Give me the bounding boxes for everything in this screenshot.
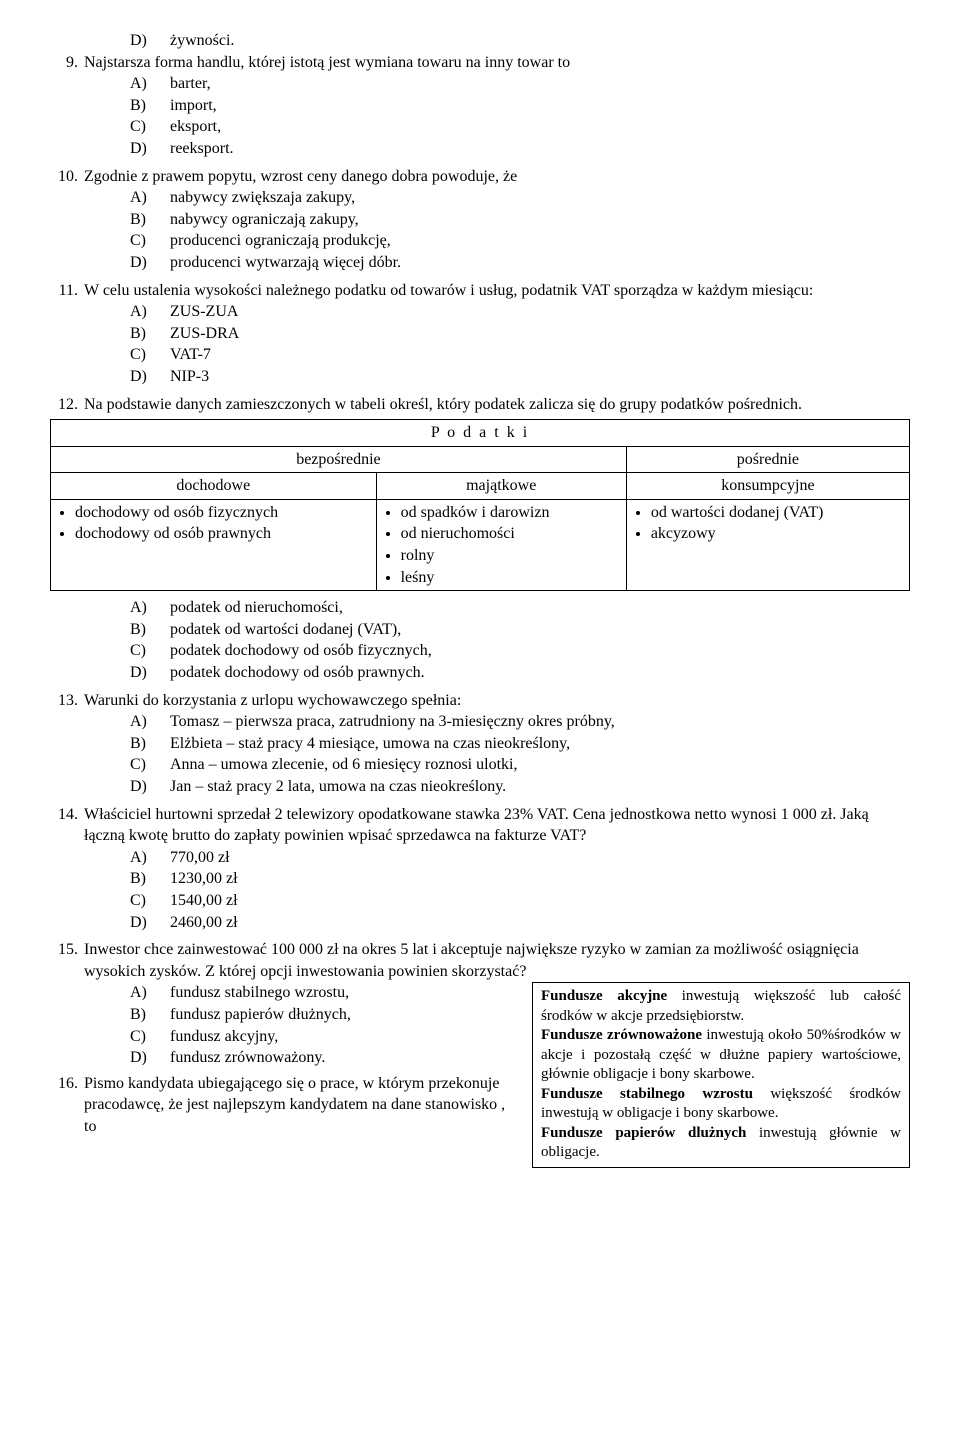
question-text: Zgodnie z prawem popytu, wzrost ceny dan…	[84, 166, 910, 188]
question-text: Właściciel hurtowni sprzedał 2 telewizor…	[84, 804, 910, 847]
option-d: D)podatek dochodowy od osób prawnych.	[130, 662, 910, 684]
question-number: 16.	[50, 1073, 84, 1138]
cell-income: dochodowy od osób fizycznych dochodowy o…	[51, 499, 377, 590]
option-b: B)podatek od wartości dodanej (VAT),	[130, 619, 910, 641]
option-c: C)Anna – umowa zlecenie, od 6 miesięcy r…	[130, 754, 910, 776]
option-a: A)ZUS-ZUA	[130, 301, 910, 323]
question-12: 12. Na podstawie danych zamieszczonych w…	[50, 394, 910, 684]
question-text: W celu ustalenia wysokości należnego pod…	[84, 280, 910, 302]
option-d: D)NIP-3	[130, 366, 910, 388]
question-text: Warunki do korzystania z urlopu wychowaw…	[84, 690, 910, 712]
option-text: żywności.	[170, 30, 910, 52]
option-b: B)Elżbieta – staż pracy 4 miesiące, umow…	[130, 733, 910, 755]
option-d: D)reeksport.	[130, 138, 910, 160]
option-d: D)fundusz zrównoważony.	[130, 1047, 516, 1069]
question-number: 10.	[50, 166, 84, 188]
col-income: dochodowe	[51, 473, 377, 500]
question-16: 16. Pismo kandydata ubiegającego się o p…	[50, 1073, 516, 1138]
option-b: B)import,	[130, 95, 910, 117]
option-a: A)fundusz stabilnego wzrostu,	[130, 982, 516, 1004]
option-a: A)nabywcy zwiększaja zakupy,	[130, 187, 910, 209]
option-c: C)eksport,	[130, 116, 910, 138]
option-d: D)2460,00 zł	[130, 912, 910, 934]
option-b: B)1230,00 zł	[130, 868, 910, 890]
option-b: B)ZUS-DRA	[130, 323, 910, 345]
question-9: 9. Najstarsza forma handlu, której istot…	[50, 52, 910, 160]
question-11: 11. W celu ustalenia wysokości należnego…	[50, 280, 910, 388]
option-d: D)producenci wytwarzają więcej dóbr.	[130, 252, 910, 274]
option-a: A)podatek od nieruchomości,	[130, 597, 910, 619]
col-indirect: pośrednie	[626, 446, 909, 473]
question-number: 12.	[50, 394, 84, 416]
question-10: 10. Zgodnie z prawem popytu, wzrost ceny…	[50, 166, 910, 274]
cell-property: od spadków i darowizn od nieruchomości r…	[376, 499, 626, 590]
question-number: 14.	[50, 804, 84, 847]
option-b: B)nabywcy ograniczają zakupy,	[130, 209, 910, 231]
funds-infobox: Fundusze akcyjne inwestują większość lub…	[532, 982, 910, 1168]
option-c: C)producenci ograniczają produkcję,	[130, 230, 910, 252]
table-title: P o d a t k i	[51, 420, 910, 447]
option-label: D)	[130, 30, 170, 52]
col-direct: bezpośrednie	[51, 446, 627, 473]
q8-option-d: D) żywności.	[130, 30, 910, 52]
question-number: 15.	[50, 939, 84, 982]
option-a: A)770,00 zł	[130, 847, 910, 869]
question-number: 11.	[50, 280, 84, 302]
option-c: C)fundusz akcyjny,	[130, 1026, 516, 1048]
question-number: 13.	[50, 690, 84, 712]
question-number: 9.	[50, 52, 84, 74]
col-property: majątkowe	[376, 473, 626, 500]
question-text: Pismo kandydata ubiegającego się o prace…	[84, 1073, 516, 1138]
question-15: 15. Inwestor chce zainwestować 100 000 z…	[50, 939, 910, 1168]
option-b: B)fundusz papierów dłużnych,	[130, 1004, 516, 1026]
question-text: Inwestor chce zainwestować 100 000 zł na…	[84, 939, 910, 982]
question-text: Najstarsza forma handlu, której istotą j…	[84, 52, 910, 74]
option-c: C)podatek dochodowy od osób fizycznych,	[130, 640, 910, 662]
option-a: A)barter,	[130, 73, 910, 95]
option-a: A)Tomasz – pierwsza praca, zatrudniony n…	[130, 711, 910, 733]
option-c: C)VAT-7	[130, 344, 910, 366]
option-d: D)Jan – staż pracy 2 lata, umowa na czas…	[130, 776, 910, 798]
question-14: 14. Właściciel hurtowni sprzedał 2 telew…	[50, 804, 910, 934]
question-13: 13. Warunki do korzystania z urlopu wych…	[50, 690, 910, 798]
cell-consumption: od wartości dodanej (VAT) akcyzowy	[626, 499, 909, 590]
option-c: C)1540,00 zł	[130, 890, 910, 912]
question-text: Na podstawie danych zamieszczonych w tab…	[84, 394, 910, 416]
taxes-table: P o d a t k i bezpośrednie pośrednie doc…	[50, 419, 910, 591]
col-consumption: konsumpcyjne	[626, 473, 909, 500]
